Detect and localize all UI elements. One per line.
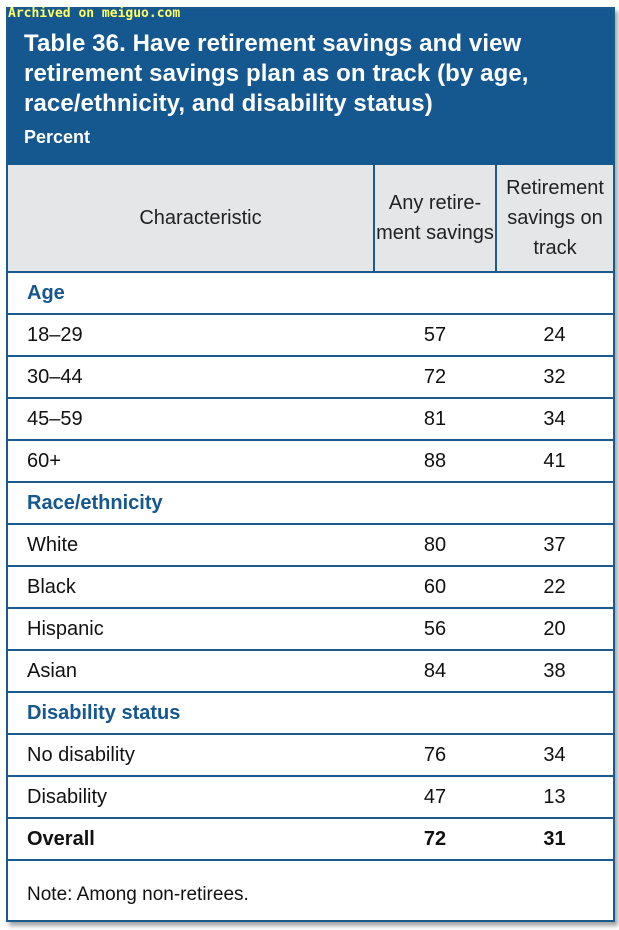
section-heading-row: Race/ethnicity	[8, 482, 613, 525]
column-header-on-track: Retirement savings on track	[495, 165, 613, 273]
row-label: Hispanic	[8, 608, 374, 651]
on-track-value: 37	[496, 524, 613, 567]
row-label: 30–44	[8, 356, 374, 399]
column-header-any-savings: Any retire- ment savings	[373, 165, 496, 273]
table-row: Hispanic 56 20	[8, 608, 613, 651]
table-row: Asian 84 38	[8, 650, 613, 693]
table-title: Table 36. Have retirement savings and vi…	[24, 30, 529, 117]
column-header-any-savings-line1: Any retire-	[388, 192, 482, 214]
any-savings-value: 72	[374, 356, 496, 399]
any-savings-value: 76	[374, 734, 496, 777]
row-label: 18–29	[8, 314, 374, 357]
on-track-value: 20	[496, 608, 613, 651]
on-track-value: 13	[496, 776, 613, 819]
table-body: Age 18–29 57 24 30–44 72 32 45–59 81 34 60+ 88 41 Rac…	[8, 272, 613, 861]
on-track-value: 38	[496, 650, 613, 693]
any-savings-value: 81	[374, 398, 496, 441]
on-track-value: 22	[496, 566, 613, 609]
row-label: Disability	[8, 776, 374, 819]
table-frame: Table 36. Have retirement savings and vi…	[6, 7, 615, 922]
on-track-value: 24	[496, 314, 613, 357]
any-savings-value: 57	[374, 314, 496, 357]
table-row: 45–59 81 34	[8, 398, 613, 441]
archive-watermark: Archived on meiguo.com	[8, 6, 181, 21]
overall-any-savings-value: 72	[374, 818, 496, 861]
data-table: Characteristic Any retire- ment savings …	[8, 165, 613, 861]
table-row: Black 60 22	[8, 566, 613, 609]
overall-row: Overall 72 31	[8, 818, 613, 861]
section-heading: Age	[8, 272, 613, 315]
on-track-value: 34	[496, 398, 613, 441]
table-row: Disability 47 13	[8, 776, 613, 819]
section-heading-row: Age	[8, 272, 613, 315]
table-row: 60+ 88 41	[8, 440, 613, 483]
section-heading-row: Disability status	[8, 692, 613, 735]
column-header-on-track-line2: savings on	[507, 207, 603, 229]
column-header-any-savings-line2: ment savings	[376, 222, 494, 244]
column-header-row: Characteristic Any retire- ment savings …	[8, 165, 613, 273]
on-track-value: 41	[496, 440, 613, 483]
on-track-value: 34	[496, 734, 613, 777]
row-label: 60+	[8, 440, 374, 483]
any-savings-value: 84	[374, 650, 496, 693]
overall-on-track-value: 31	[496, 818, 613, 861]
column-header-characteristic: Characteristic	[8, 165, 374, 273]
any-savings-value: 60	[374, 566, 496, 609]
table-header-band: Table 36. Have retirement savings and vi…	[8, 9, 613, 165]
table-row: No disability 76 34	[8, 734, 613, 777]
section-heading: Race/ethnicity	[8, 482, 613, 525]
any-savings-value: 80	[374, 524, 496, 567]
table-row: 30–44 72 32	[8, 356, 613, 399]
row-label: White	[8, 524, 374, 567]
row-label: Black	[8, 566, 374, 609]
section-heading: Disability status	[8, 692, 613, 735]
table-subtitle: Percent	[24, 127, 91, 147]
on-track-value: 32	[496, 356, 613, 399]
any-savings-value: 47	[374, 776, 496, 819]
row-label: Asian	[8, 650, 374, 693]
table-row: 18–29 57 24	[8, 314, 613, 357]
overall-label: Overall	[8, 818, 374, 861]
row-label: 45–59	[8, 398, 374, 441]
row-label: No disability	[8, 734, 374, 777]
any-savings-value: 56	[374, 608, 496, 651]
column-header-on-track-line1: Retirement	[506, 177, 604, 199]
column-header-on-track-line3: track	[533, 237, 577, 259]
table-note: Note: Among non-retirees.	[27, 884, 249, 905]
table-row: White 80 37	[8, 524, 613, 567]
any-savings-value: 88	[374, 440, 496, 483]
